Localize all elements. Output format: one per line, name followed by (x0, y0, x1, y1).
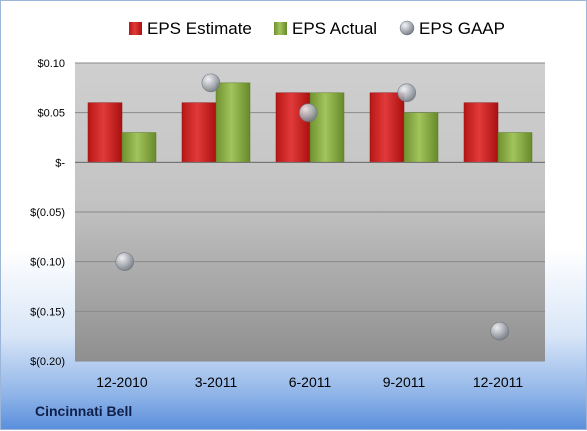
point-eps-gaap (397, 83, 417, 103)
bar-eps-actual (309, 92, 345, 163)
legend-label: EPS GAAP (419, 19, 505, 38)
legend-label: EPS Estimate (147, 19, 252, 38)
bar-eps-estimate (87, 102, 123, 163)
bar-eps-actual (403, 112, 439, 163)
bar-eps-actual (215, 82, 251, 163)
legend-label: EPS Actual (292, 19, 377, 38)
x-tick-label: 9-2011 (383, 374, 426, 390)
bar-eps-estimate (275, 92, 311, 163)
y-tick-label: $0.10 (37, 58, 65, 70)
y-tick-label: $0.05 (37, 108, 65, 120)
bar-eps-estimate (181, 102, 217, 163)
x-tick-label: 12-2011 (473, 374, 524, 390)
legend-swatch (129, 22, 142, 35)
bar-eps-estimate (369, 92, 405, 163)
point-eps-gaap (115, 252, 135, 271)
bar-eps-estimate (463, 102, 499, 163)
legend-swatch (399, 20, 415, 36)
y-tick-label: $(0.15) (30, 306, 65, 318)
x-tick-label: 12-2010 (96, 374, 148, 390)
bar-eps-actual (121, 132, 157, 163)
y-tick-label: $(0.05) (30, 207, 65, 219)
company-name: Cincinnati Bell (35, 403, 133, 419)
legend-swatch (274, 22, 287, 35)
y-tick-label: $(0.10) (30, 257, 65, 269)
x-tick-label: 6-2011 (289, 374, 332, 390)
y-tick-label: $(0.20) (30, 356, 65, 368)
bar-eps-actual (497, 132, 533, 163)
y-tick-label: $- (55, 157, 65, 169)
point-eps-gaap (490, 321, 510, 341)
point-eps-gaap (201, 73, 221, 93)
point-eps-gaap (298, 103, 318, 122)
x-tick-label: 3-2011 (195, 374, 238, 390)
